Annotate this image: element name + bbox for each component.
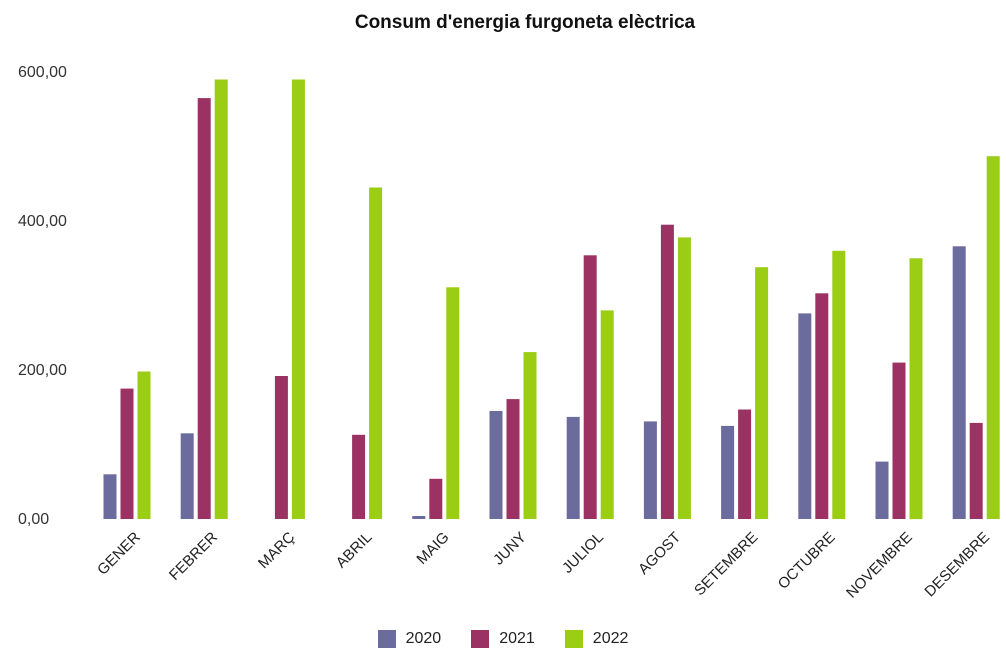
legend-label: 2021 [499,630,535,647]
bar-2020 [952,246,966,520]
bar-2020 [875,461,889,519]
legend-item-2020: 2020 [377,630,442,648]
bar-2020 [566,416,580,519]
bar-2022 [832,250,846,520]
legend-label: 2022 [592,630,629,647]
bar-2021 [583,255,597,520]
x-tick-label: SETEMBRE [691,529,761,599]
bar-2020 [103,474,117,519]
x-tick-label: GENER [94,529,144,579]
x-tick-label: ABRIL [333,529,376,572]
bar-2022 [986,156,1000,519]
bar-2020 [721,425,735,519]
bar-2022 [291,79,305,519]
bar-2020 [489,411,503,519]
bar-2021 [815,293,829,519]
x-tick-label: DESEMBRE [921,529,993,601]
bar-2021 [197,98,211,519]
bar-2022 [600,310,614,519]
bar-2022 [677,237,691,519]
bar-2021 [274,376,288,519]
bar-2022 [137,371,151,519]
x-tick-label: JULIOL [559,529,607,577]
chart-plot-area: 0,00 200,00 400,00 600,00 GENER FEBRER MARÇ ABR… [18,64,1000,602]
x-tick-label: MARÇ [255,529,298,572]
x-tick-label: NOVEMBRE [843,529,916,602]
y-tick-label: 200,00 [18,362,67,379]
chart-title: Consum d'energia furgoneta elèctrica [354,12,696,33]
bar-2021 [660,224,674,519]
bar-2020 [643,421,657,519]
legend-swatch [564,630,583,648]
chart-legend: 2020 2021 2022 [0,630,1006,648]
bar-2022 [909,258,923,520]
y-tick-label: 600,00 [18,64,67,81]
bar-2020 [798,313,812,519]
bar-2021 [892,362,906,519]
y-tick-label: 0,00 [18,511,49,528]
legend-label: 2020 [405,630,442,647]
bar-2021 [120,388,134,519]
bar-2022 [369,187,383,519]
bar-2021 [969,422,983,519]
x-tick-label: JUNY [490,529,530,569]
x-tick-label: AGOST [635,529,684,578]
bar-2021 [506,399,520,519]
bar-2021 [429,478,443,519]
bar-2022 [446,287,460,519]
bar-2020 [412,516,426,519]
x-tick-label: OCTUBRE [775,529,839,593]
legend-item-2021: 2021 [471,630,535,648]
bar-2020 [180,433,194,519]
y-tick-label: 400,00 [18,213,67,230]
bar-2021 [738,409,752,519]
x-tick-label: FEBRER [166,529,221,584]
bar-2022 [755,267,769,519]
bar-2022 [523,352,537,519]
legend-item-2022: 2022 [564,630,629,648]
legend-swatch [471,630,490,648]
bar-2022 [214,79,228,519]
legend-swatch [377,630,396,648]
x-tick-label: MAIG [413,529,452,568]
bar-2021 [352,434,366,519]
